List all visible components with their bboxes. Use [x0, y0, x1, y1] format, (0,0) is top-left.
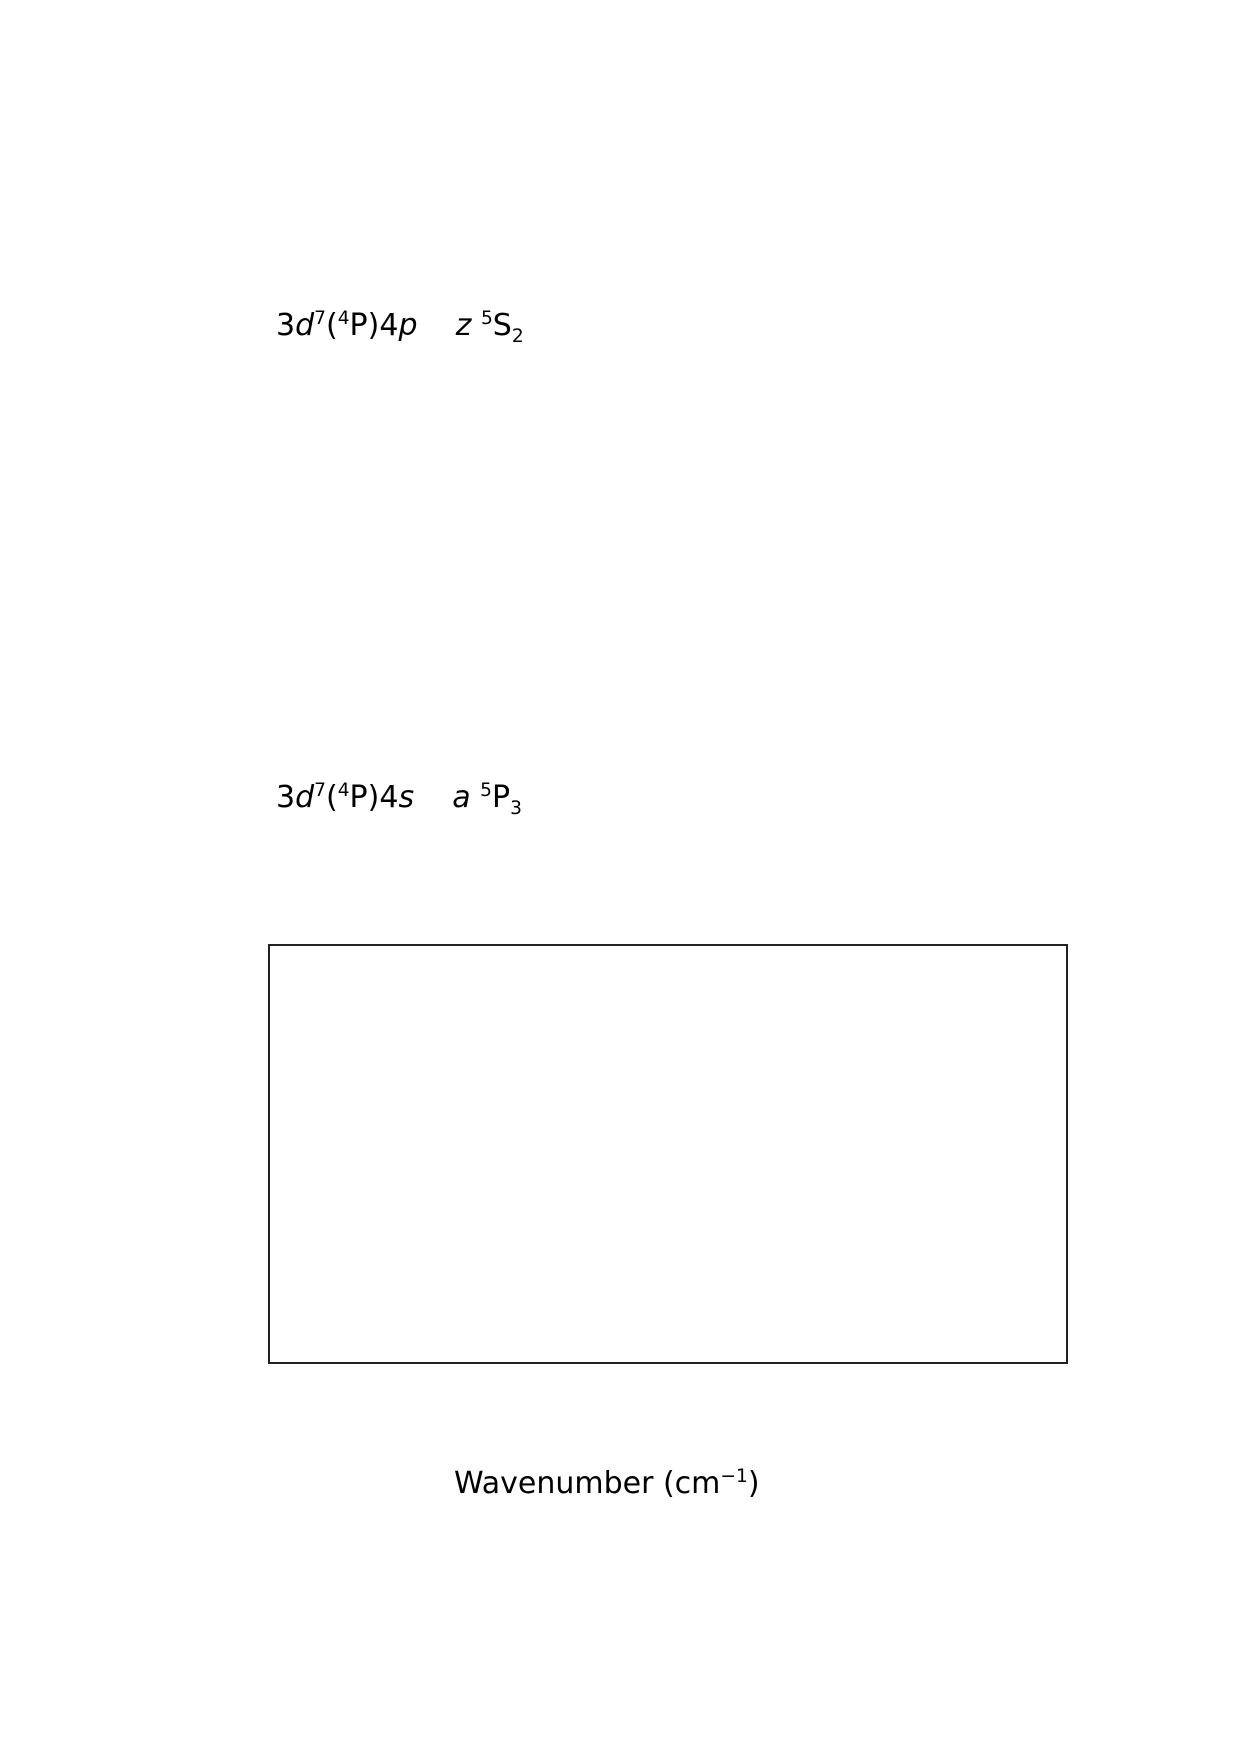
energy-level-diagram: 3d7(4P)4p z 5S2 3d7(4P)4s a 5P3: [0, 280, 1240, 860]
x-axis-title: Wavenumber (cm−1): [454, 1466, 760, 1501]
upper-level-configuration-label: 3d7(4P)4p z 5S2: [276, 308, 524, 347]
plot-canvas: [270, 946, 1066, 1362]
plot-axes-frame: [268, 944, 1068, 1364]
spectrum-plot: Wavenumber (cm−1): [0, 900, 1240, 1660]
level-diagram-canvas: [0, 280, 1240, 860]
lower-level-configuration-label: 3d7(4P)4s a 5P3: [276, 780, 522, 819]
